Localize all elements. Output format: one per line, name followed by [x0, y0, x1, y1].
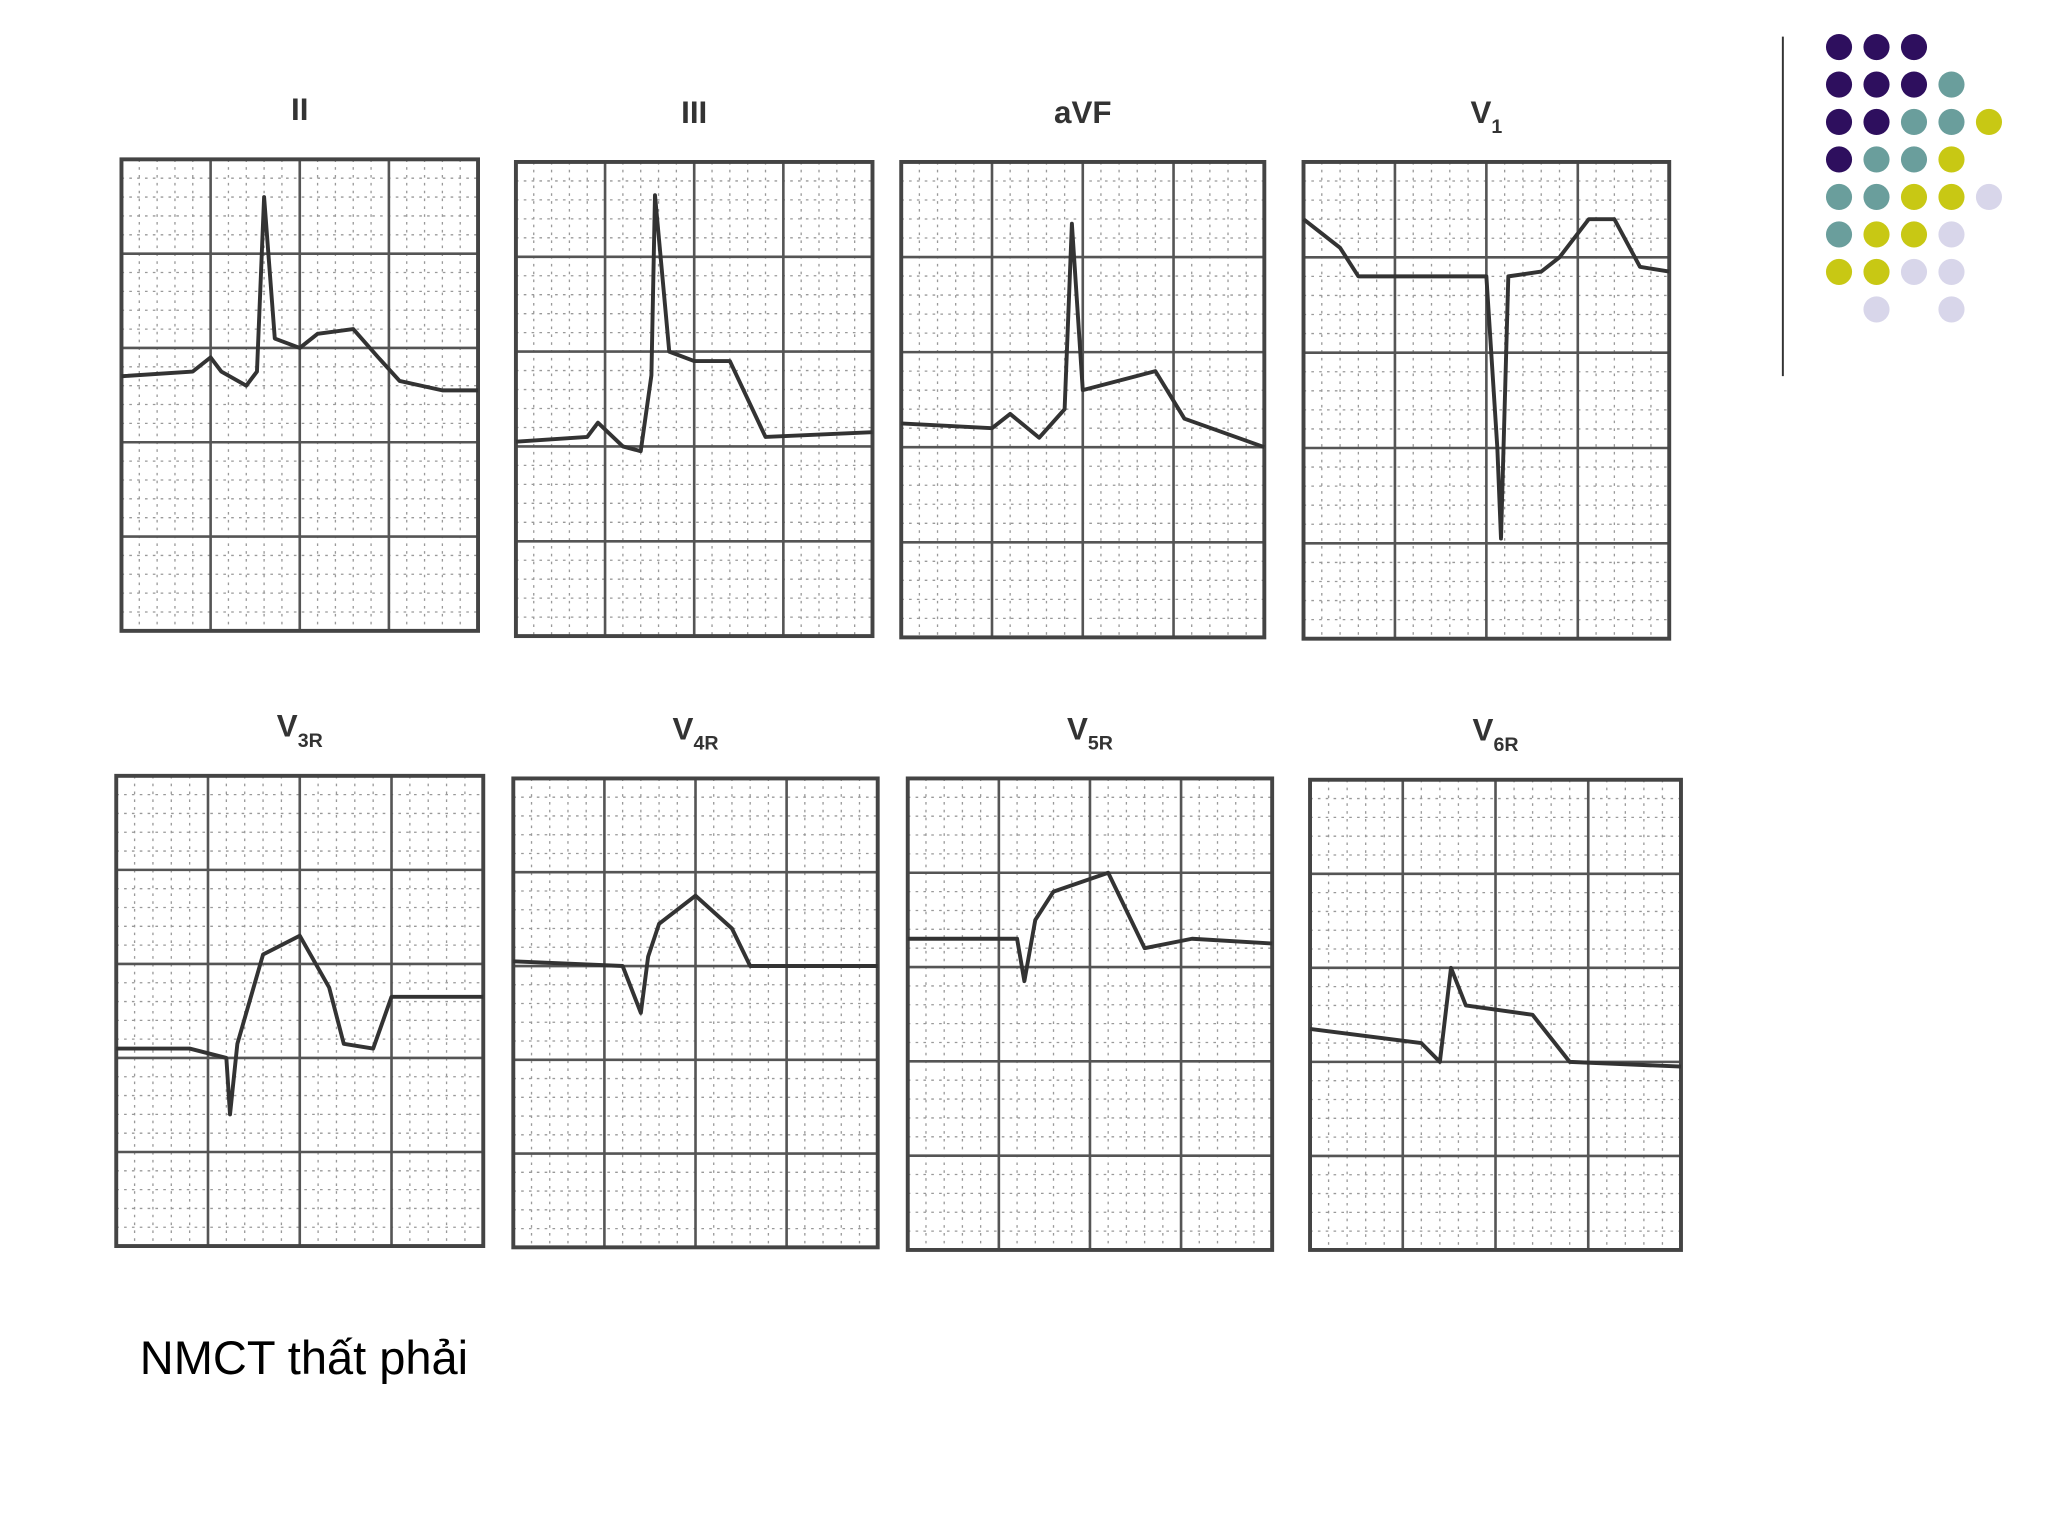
dot — [1825, 221, 1853, 248]
ecg-panel: V6R — [1308, 713, 1683, 1252]
lead-subscript: 1 — [1491, 116, 1502, 138]
dot — [1863, 183, 1890, 211]
dot — [1975, 108, 2003, 136]
dot — [1863, 33, 1890, 61]
lead-label: V1 — [1470, 95, 1502, 138]
dot — [1938, 108, 1965, 136]
ecg-trace — [116, 933, 484, 1117]
dot — [1900, 71, 1928, 98]
panel-border — [119, 157, 480, 633]
caption: NMCT thất phải — [140, 1331, 468, 1384]
lead-name: aVF — [1054, 95, 1111, 130]
lead-label: III — [681, 95, 707, 130]
lead-label: V3R — [277, 709, 323, 752]
panel-border — [905, 776, 1275, 1252]
dot — [1938, 221, 1965, 248]
ecg-panel: V5R — [905, 711, 1275, 1252]
ecg-panel: II — [119, 92, 480, 633]
ecg-panel: V4R — [511, 711, 880, 1250]
dot — [1938, 146, 1965, 173]
dot — [1900, 146, 1928, 173]
dot — [1863, 108, 1890, 136]
ecg-panel: aVF — [899, 95, 1267, 640]
dot — [1938, 258, 1965, 285]
dot — [1825, 71, 1853, 98]
dot — [1825, 183, 1853, 211]
lead-name: V — [1470, 95, 1491, 130]
panel-border — [1301, 160, 1672, 641]
dot — [1825, 33, 1853, 61]
dot — [1975, 183, 2003, 211]
lead-name: V — [277, 709, 298, 744]
dot — [1863, 71, 1890, 98]
panel-border — [114, 773, 486, 1248]
lead-label: II — [291, 92, 308, 127]
decorative-dots — [1825, 33, 2003, 323]
dot — [1863, 221, 1890, 248]
panel-border — [511, 776, 880, 1250]
dot — [1900, 33, 1928, 61]
panel-border — [513, 160, 875, 639]
ecg-trace — [907, 870, 1273, 984]
dot — [1825, 146, 1853, 173]
dot — [1900, 108, 1928, 136]
dot — [1863, 146, 1890, 173]
dot — [1900, 183, 1928, 211]
lead-subscript: 4R — [693, 733, 718, 755]
ecg-trace — [1309, 965, 1682, 1069]
dot — [1863, 296, 1890, 323]
ecg-panel: V3R — [114, 709, 486, 1248]
lead-label: V6R — [1473, 713, 1519, 756]
dot — [1863, 258, 1890, 285]
dot — [1825, 258, 1853, 285]
ecg-panel: V1 — [1301, 95, 1672, 641]
ecg-trace — [513, 893, 878, 1015]
lead-label: aVF — [1054, 95, 1111, 130]
lead-name: III — [681, 95, 707, 130]
ecg-trace — [515, 193, 873, 454]
lead-subscript: 5R — [1088, 733, 1113, 755]
lead-name: II — [291, 92, 308, 127]
lead-name: V — [1473, 713, 1494, 748]
lead-subscript: 6R — [1493, 734, 1518, 756]
ecg-trace — [1302, 217, 1670, 541]
lead-name: V — [673, 711, 694, 746]
dot — [1900, 258, 1928, 285]
ecg-panel: III — [513, 95, 875, 639]
dot — [1938, 71, 1965, 98]
lead-name: V — [1067, 711, 1088, 746]
panel-border — [899, 159, 1267, 640]
lead-subscript: 3R — [298, 730, 323, 752]
ecg-trace — [901, 221, 1265, 450]
dot — [1900, 221, 1928, 248]
lead-label: V5R — [1067, 711, 1113, 754]
dot — [1938, 296, 1965, 323]
dot — [1825, 108, 1853, 136]
lead-label: V4R — [673, 711, 719, 754]
dot — [1938, 183, 1965, 211]
panel-border — [1308, 777, 1683, 1252]
ecg-trace — [121, 195, 479, 393]
